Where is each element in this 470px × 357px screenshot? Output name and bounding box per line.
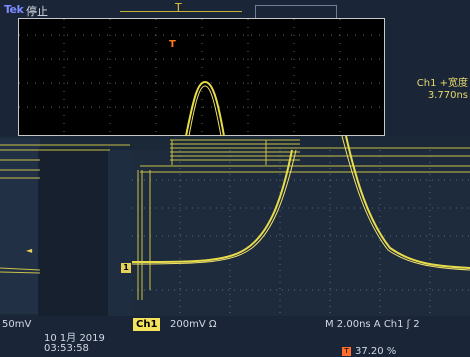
- brand-logo: Tek: [4, 3, 24, 16]
- left-dark-band: [38, 148, 108, 316]
- top-status-bar: Tek 停止 T: [0, 0, 470, 20]
- bottom-status-bar: 50mV Ch1 200mV Ω M 2.00ns A Ch1 ʃ 2 10 1…: [0, 316, 470, 357]
- main-pulse-trace: [131, 135, 470, 269]
- zoom-graticule-dots: [19, 19, 384, 135]
- channel-scale-readout: 200mV Ω: [170, 319, 217, 330]
- channel-reference-marker: 1: [121, 263, 131, 273]
- trigger-percent-readout: 37.20 %: [355, 346, 397, 357]
- zoom-pulse-trace: [185, 80, 225, 137]
- zoom-window: T: [18, 18, 385, 136]
- trace-artifacts: [0, 139, 470, 300]
- acquisition-status: 停止: [26, 5, 48, 18]
- trigger-position-marker: T: [175, 1, 182, 14]
- zoom-pulse-trace-2: [188, 85, 222, 137]
- main-graticule-dots: [132, 150, 470, 316]
- date-readout: 10 1月 2019: [44, 333, 105, 344]
- main-pulse-trace-2: [131, 135, 470, 271]
- timebase-readout: M 2.00ns A Ch1 ʃ 2: [325, 319, 420, 330]
- left-graticule-region: [0, 138, 40, 314]
- main-graticule: [132, 150, 470, 316]
- measurement-label: Ch1 +宽度: [416, 78, 468, 89]
- zoom-trigger-marker: T: [169, 39, 176, 50]
- left-offset-marker: ◄: [26, 246, 33, 255]
- record-timebar: [120, 11, 242, 12]
- trigger-percent-icon: T: [342, 347, 351, 356]
- measurement-value: 3.770ns: [427, 90, 468, 101]
- left-scale-readout: 50mV: [2, 319, 32, 330]
- date-time-readout: 10 1月 2019 03:53:58: [44, 334, 105, 354]
- channel-badge[interactable]: Ch1: [133, 318, 161, 331]
- time-readout: 03:53:58: [44, 343, 89, 354]
- middle-band: [108, 150, 132, 316]
- measurement-readout: Ch1 +宽度 3.770ns: [388, 78, 468, 112]
